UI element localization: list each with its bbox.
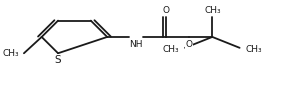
- Text: NH: NH: [129, 40, 143, 49]
- Text: CH₃: CH₃: [246, 45, 262, 54]
- Text: S: S: [55, 55, 61, 65]
- Text: CH₃: CH₃: [204, 6, 221, 15]
- Text: CH₃: CH₃: [162, 45, 179, 54]
- Text: O: O: [186, 40, 193, 49]
- Text: O: O: [162, 6, 169, 15]
- Text: CH₃: CH₃: [2, 49, 19, 58]
